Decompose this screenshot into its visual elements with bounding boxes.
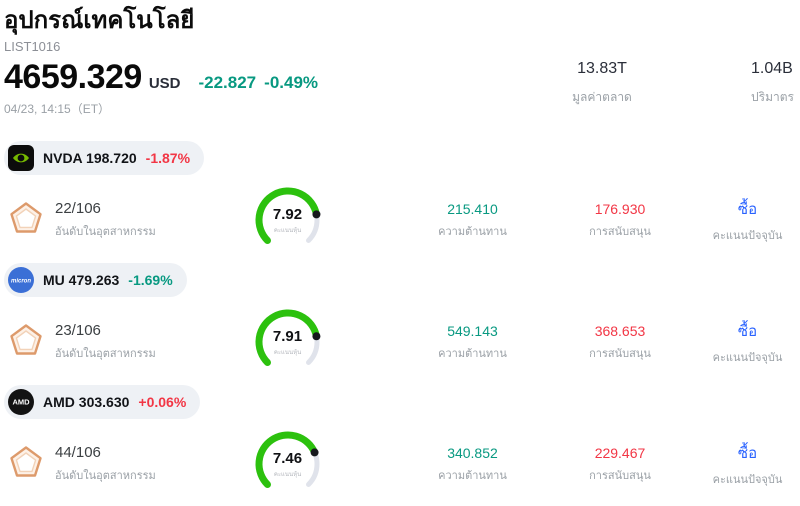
market-cap-label: มูลค่าตลาด (572, 90, 632, 104)
list-id: LIST1016 (4, 39, 61, 54)
support-value: 229.467 (594, 444, 646, 461)
ticker-price: 303.630 (78, 394, 130, 410)
header-stats: 13.83T มูลค่าตลาด 1.04B ปริมาตร (0, 60, 800, 110)
stock-row-nvda: NVDA 198.720 -1.87% 22/106 อันดับในอุตสา… (0, 137, 800, 259)
ticker-change: -1.87% (145, 150, 191, 166)
rank-value: 23/106 (55, 322, 101, 339)
resistance-value: 549.143 (447, 322, 498, 339)
ticker-and-price: AMD 303.630 (43, 394, 129, 410)
rank-text: 44/106 อันดับในอุตสาหกรรม (55, 444, 156, 484)
signal-cell: ซื้อ คะแนนปัจจุบัน (695, 441, 800, 488)
index-change-pct: -0.49% (264, 73, 319, 92)
header: อุปกรณ์เทคโนโลยี LIST1016 4659.329 USD -… (0, 0, 800, 117)
timestamp: 04/23, 14:15（ET） (4, 102, 111, 116)
resistance-value: 215.410 (447, 200, 498, 217)
stat-volume: 1.04B ปริมาตร (751, 60, 800, 107)
score-gauge: 7.46 คะแนนหุ้น (252, 428, 324, 500)
resistance-cell: 549.143 ความต้านทาน (400, 323, 545, 362)
volume-value: 1.04B (751, 60, 793, 77)
row-content: 22/106 อันดับในอุตสาหกรรม 7.92 คะแนนหุ้น… (0, 178, 800, 262)
score-gauge: 7.92 คะแนนหุ้น (252, 184, 324, 256)
score-gauge-arc (255, 187, 320, 245)
industry-rank-cell: 23/106 อันดับในอุตสาหกรรม (0, 322, 175, 363)
ticker-and-price: MU 479.263 (43, 272, 119, 288)
svg-text:micron: micron (11, 278, 31, 284)
ticker-and-price: NVDA 198.720 (43, 150, 137, 166)
amd-logo-icon: AMD (8, 389, 34, 415)
score-gauge-arc (255, 309, 320, 367)
pentagon-rank-icon (8, 322, 44, 363)
support-label: การสนับสนุน (589, 347, 651, 360)
signal-value[interactable]: ซื้อ (737, 322, 758, 340)
row-content: 44/106 อันดับในอุตสาหกรรม 7.46 คะแนนหุ้น… (0, 422, 800, 506)
rank-label: อันดับในอุตสาหกรรม (55, 348, 156, 360)
support-cell: 176.930 การสนับสนุน (545, 201, 695, 240)
signal-label: คะแนนปัจจุบัน (712, 473, 783, 486)
index-price: 4659.329 (4, 58, 142, 96)
industry-rank-cell: 22/106 อันดับในอุตสาหกรรม (0, 200, 175, 241)
currency-label: USD (148, 75, 181, 92)
score-gauge: 7.91 คะแนนหุ้น (252, 306, 324, 378)
support-cell: 368.653 การสนับสนุน (545, 323, 695, 362)
svg-text:AMD: AMD (12, 398, 30, 407)
resistance-value: 340.852 (447, 444, 498, 461)
rank-text: 22/106 อันดับในอุตสาหกรรม (55, 200, 156, 240)
support-label: การสนับสนุน (589, 225, 651, 238)
rank-label: อันดับในอุตสาหกรรม (55, 470, 156, 482)
support-cell: 229.467 การสนับสนุน (545, 445, 695, 484)
market-cap-value: 13.83T (577, 60, 627, 77)
stock-row-amd: AMD AMD 303.630 +0.06% 44/106 (0, 381, 800, 503)
industry-rank-cell: 44/106 อันดับในอุตสาหกรรม (0, 444, 175, 485)
rank-label: อันดับในอุตสาหกรรม (55, 226, 156, 238)
ticker-symbol: MU (43, 272, 65, 288)
stock-list: NVDA 198.720 -1.87% 22/106 อันดับในอุตสา… (0, 137, 800, 503)
rank-value: 44/106 (55, 444, 101, 461)
index-price-row: 4659.329 USD -22.827 -0.49% (0, 58, 800, 97)
signal-cell: ซื้อ คะแนนปัจจุบัน (695, 319, 800, 366)
ticker-symbol: AMD (43, 394, 75, 410)
index-change-abs: -22.827 (198, 73, 257, 92)
rank-value: 22/106 (55, 200, 101, 217)
signal-label: คะแนนปัจจุบัน (712, 351, 783, 364)
ticker-symbol: NVDA (43, 150, 83, 166)
ticker-pill-amd[interactable]: AMD AMD 303.630 +0.06% (4, 385, 201, 419)
resistance-label: ความต้านทาน (438, 469, 507, 482)
pentagon-rank-icon (8, 444, 44, 485)
ticker-price: 198.720 (86, 150, 137, 166)
ticker-change: +0.06% (138, 394, 187, 410)
ticker-price: 479.263 (68, 272, 120, 288)
stock-row-mu: micron MU 479.263 -1.69% 23/106 (0, 259, 800, 381)
ticker-pill-nvda[interactable]: NVDA 198.720 -1.87% (4, 141, 205, 175)
resistance-cell: 215.410 ความต้านทาน (400, 201, 545, 240)
row-content: 23/106 อันดับในอุตสาหกรรม 7.91 คะแนนหุ้น… (0, 300, 800, 384)
support-value: 176.930 (594, 200, 646, 217)
resistance-label: ความต้านทาน (438, 225, 507, 238)
signal-cell: ซื้อ คะแนนปัจจุบัน (695, 197, 800, 244)
ticker-change: -1.69% (128, 272, 173, 288)
support-value: 368.653 (594, 322, 646, 339)
micron-logo-icon: micron (8, 267, 34, 293)
resistance-cell: 340.852 ความต้านทาน (400, 445, 545, 484)
ticker-pill-mu[interactable]: micron MU 479.263 -1.69% (4, 263, 187, 297)
signal-value[interactable]: ซื้อ (737, 200, 758, 218)
page-title: อุปกรณ์เทคโนโลยี (4, 7, 195, 34)
signal-label: คะแนนปัจจุบัน (712, 229, 783, 242)
stat-market-cap: 13.83T มูลค่าตลาด (556, 60, 648, 107)
nvidia-logo-icon (8, 145, 34, 171)
pentagon-rank-icon (8, 200, 44, 241)
volume-label: ปริมาตร (751, 90, 794, 104)
signal-value[interactable]: ซื้อ (737, 444, 758, 462)
score-gauge-arc (255, 431, 319, 489)
resistance-label: ความต้านทาน (438, 347, 507, 360)
rank-text: 23/106 อันดับในอุตสาหกรรม (55, 322, 156, 362)
support-label: การสนับสนุน (589, 469, 651, 482)
